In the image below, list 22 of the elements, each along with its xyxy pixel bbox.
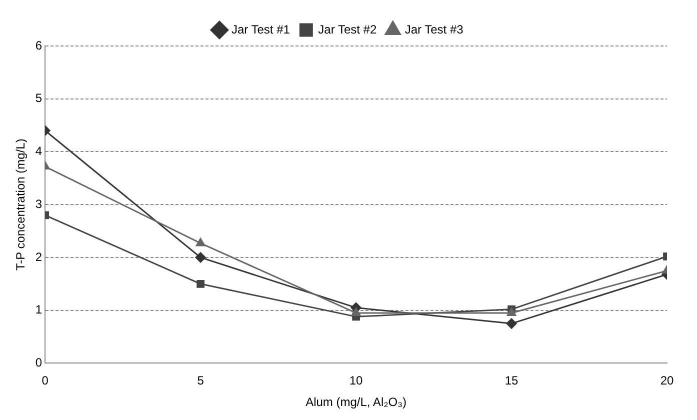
y-tick-label: 2 bbox=[35, 250, 42, 264]
y-tick-label: 6 bbox=[35, 38, 42, 52]
legend-label: Jar Test #2 bbox=[318, 22, 377, 36]
point bbox=[351, 308, 361, 316]
point bbox=[506, 318, 517, 329]
y-tick-label: 3 bbox=[35, 196, 42, 211]
y-tick-label: 4 bbox=[35, 144, 42, 158]
point bbox=[506, 308, 516, 316]
x-tick-label: 5 bbox=[197, 374, 204, 388]
legend-label: Jar Test #3 bbox=[404, 22, 464, 36]
y-tick-label: 5 bbox=[35, 91, 42, 106]
point bbox=[196, 238, 206, 246]
y-axis-title: T-P concentration (mg/L) bbox=[14, 138, 28, 271]
y-tick-label: 0 bbox=[35, 356, 42, 370]
x-tick-label: 20 bbox=[660, 374, 674, 388]
point bbox=[195, 252, 206, 263]
x-axis-title: Alum (mg/L, Al₂O₃) bbox=[306, 395, 406, 410]
legend-label: Jar Test #1 bbox=[231, 22, 290, 36]
point bbox=[196, 280, 204, 288]
x-tick-label: 15 bbox=[504, 374, 519, 388]
y-tick-label: 1 bbox=[35, 302, 42, 317]
x-tick-label: 10 bbox=[349, 374, 364, 388]
